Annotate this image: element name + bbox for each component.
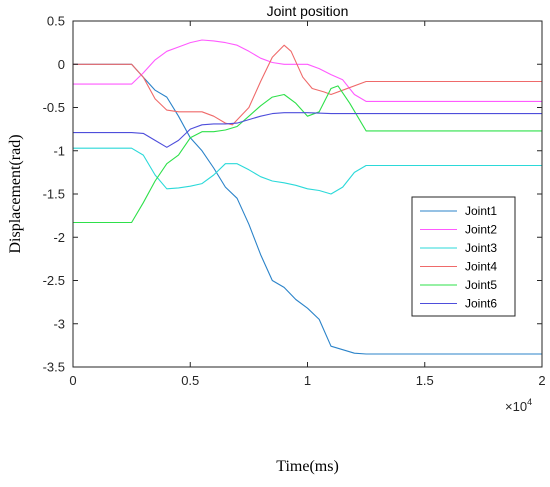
legend-item-joint6: Joint6	[420, 297, 497, 311]
y-tick-label: 0	[58, 57, 65, 72]
series-line-joint1	[73, 63, 542, 355]
series-line-joint5	[73, 85, 542, 224]
y-tick-label: -2.5	[43, 273, 65, 288]
tick-layer: 0 0.5 1 1.5 2 0.5 0 -0.5 -1 -1.5 -2 -2.5 -3 -3.5	[43, 14, 546, 389]
x-tick-label: 2	[538, 373, 545, 388]
legend-item-joint1: Joint1	[420, 204, 497, 218]
y-tick-label: -0.5	[43, 100, 65, 115]
legend-label: Joint2	[465, 223, 497, 237]
series-line-joint3	[73, 147, 542, 195]
y-tick-label: -3.5	[43, 360, 65, 375]
legend-item-joint4: Joint4	[420, 260, 497, 274]
legend-box	[411, 196, 516, 317]
legend-label: Joint6	[465, 297, 497, 311]
x-axis-multiplier-exponent: 4	[527, 397, 532, 407]
chart-title: Joint position	[267, 3, 349, 19]
legend-items: Joint1 Joint2 Joint3 Joint4 Joint5 Joint6	[420, 204, 497, 311]
legend-item-joint5: Joint5	[420, 278, 497, 292]
legend-label: Joint4	[465, 260, 497, 274]
legend-item-joint3: Joint3	[420, 241, 497, 255]
y-tick-label: 0.5	[47, 14, 65, 29]
y-tick-label: -2	[53, 230, 65, 245]
series-line-joint4	[73, 44, 542, 126]
x-axis-multiplier: ×104	[505, 397, 532, 414]
legend-label: Joint1	[465, 204, 497, 218]
legend: Joint1 Joint2 Joint3 Joint4 Joint5 Joint6	[411, 196, 516, 317]
x-axis-label: Time(ms)	[276, 458, 339, 475]
y-tick-label: -1	[53, 143, 65, 158]
x-tick-label: 0	[69, 373, 76, 388]
series-line-joint6	[73, 112, 542, 148]
x-tick-label: 1	[304, 373, 311, 388]
y-axis-label: Displacement(rad)	[7, 134, 24, 253]
series-line-joint2	[73, 39, 542, 102]
legend-item-joint2: Joint2	[420, 223, 497, 237]
y-tick-label: -3	[53, 316, 65, 331]
legend-label: Joint5	[465, 278, 497, 292]
x-tick-label: 0.5	[181, 373, 199, 388]
legend-label: Joint3	[465, 241, 497, 255]
series-layer	[73, 39, 542, 355]
x-tick-label: 1.5	[416, 373, 434, 388]
y-tick-label: -1.5	[43, 187, 65, 202]
x-axis-multiplier-base: ×10	[505, 399, 527, 414]
